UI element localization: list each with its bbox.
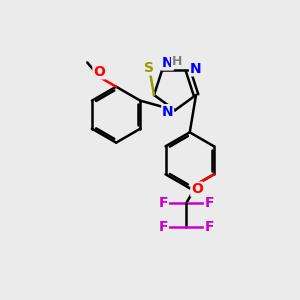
Text: F: F bbox=[205, 196, 214, 210]
Text: N: N bbox=[161, 56, 173, 70]
Text: H: H bbox=[172, 55, 182, 68]
Text: O: O bbox=[93, 65, 105, 79]
Text: F: F bbox=[159, 196, 168, 210]
Text: S: S bbox=[144, 61, 154, 75]
Text: N: N bbox=[190, 62, 201, 76]
Text: O: O bbox=[191, 182, 203, 196]
Text: F: F bbox=[159, 220, 168, 233]
Text: F: F bbox=[205, 220, 214, 233]
Text: N: N bbox=[162, 105, 173, 119]
